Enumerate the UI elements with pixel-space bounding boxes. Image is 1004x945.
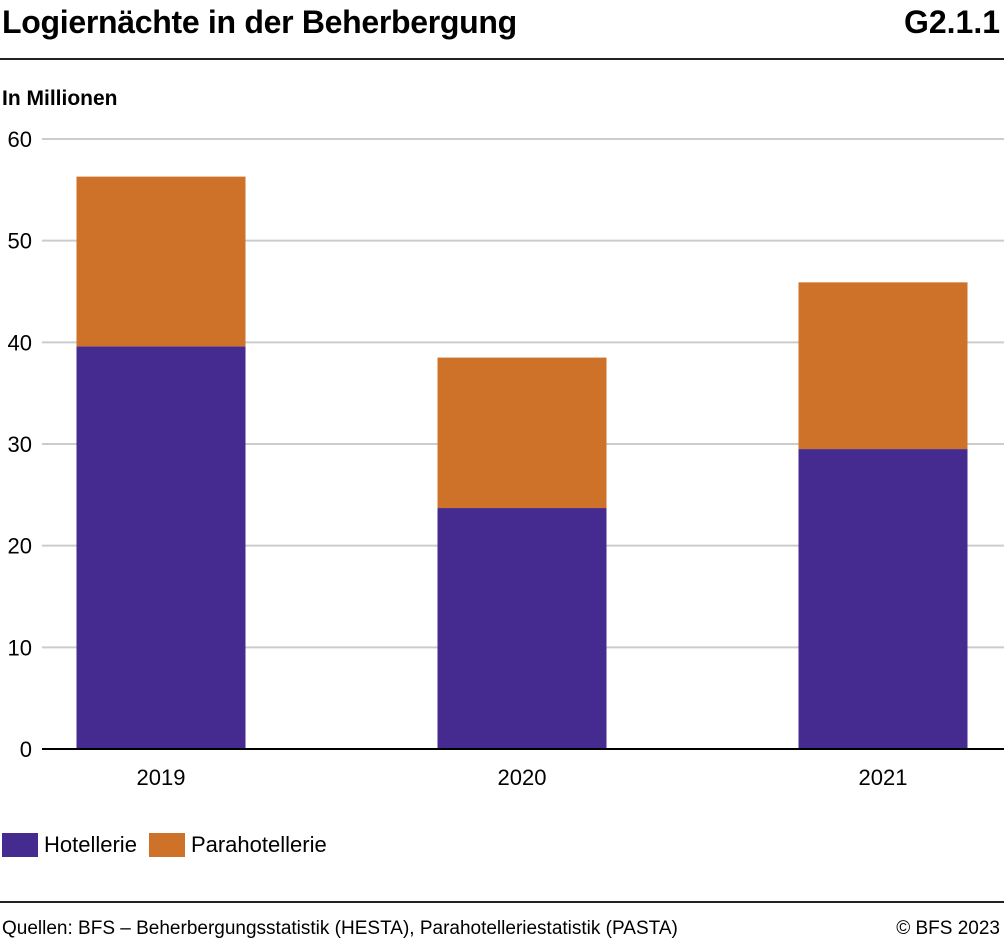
bottom-divider [0,901,1004,903]
bar-parahotellerie-2020 [437,357,607,509]
legend-item-hotellerie: Hotellerie [2,830,137,860]
bar-hotellerie-2020 [437,508,607,749]
legend: Hotellerie Parahotellerie [2,830,339,860]
chart-id: G2.1.1 [903,4,1000,40]
x-tick-label: 2019 [137,765,186,790]
chart-title: Logiernächte in der Beherbergung [2,4,517,40]
legend-item-parahotellerie: Parahotellerie [148,830,327,860]
legend-label-parahotellerie: Parahotellerie [190,832,327,857]
y-axis-label: In Millionen [2,87,118,110]
source-note: Quellen: BFS – Beherbergungsstatistik (H… [2,918,678,939]
copyright-note: © BFS 2023 [896,918,1000,939]
x-tick-label: 2020 [498,765,547,790]
y-tick-label: 40 [8,330,32,355]
bar-hotellerie-2021 [798,449,968,749]
stacked-bar-chart: 0 10 20 30 40 50 60 2019 2020 2021 [8,127,1004,790]
legend-label-hotellerie: Hotellerie [44,832,137,857]
bar-parahotellerie-2019 [76,176,246,347]
y-tick-label: 50 [8,229,32,254]
legend-swatch-hotellerie [2,833,38,857]
y-tick-label: 10 [8,635,32,660]
y-tick-labels: 0 10 20 30 40 50 60 [8,127,32,762]
y-tick-label: 30 [8,432,32,457]
bar-hotellerie-2019 [76,346,246,749]
top-divider [0,58,1004,60]
y-tick-label: 60 [8,127,32,152]
bar-parahotellerie-2021 [798,282,968,450]
bars [76,176,968,749]
x-tick-labels: 2019 2020 2021 [137,765,908,790]
y-tick-label: 20 [8,534,32,559]
y-tick-label: 0 [20,737,32,762]
x-tick-label: 2021 [859,765,908,790]
legend-swatch-parahotellerie [148,833,185,857]
